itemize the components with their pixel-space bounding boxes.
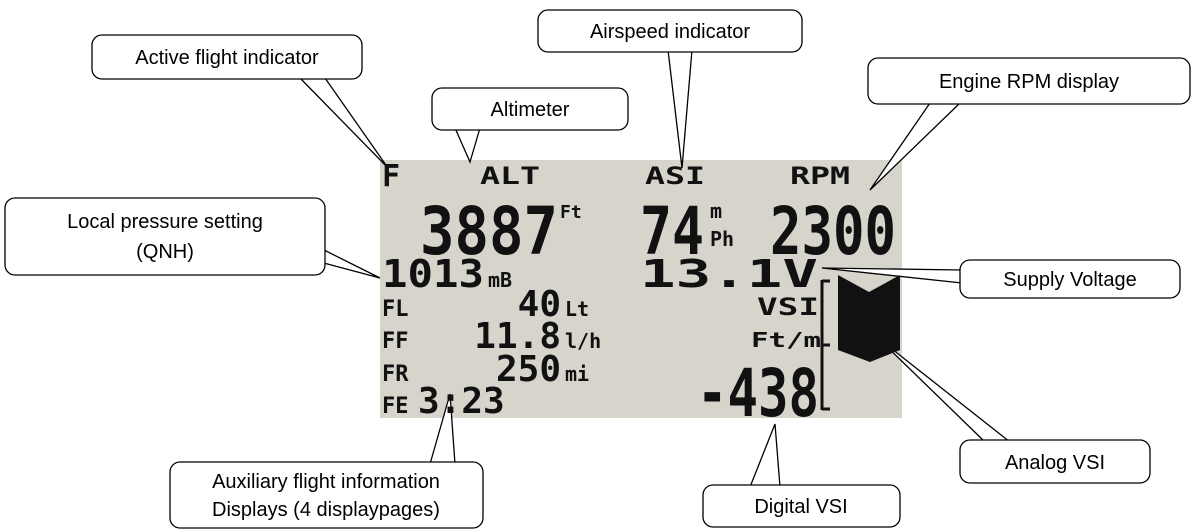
tail <box>455 128 480 162</box>
flight-indicator: F <box>382 159 400 194</box>
digital-vsi: -438 <box>697 355 819 432</box>
vsi-label: VSI <box>757 293 819 321</box>
qnh: 1013 <box>382 252 484 296</box>
aux-label: FE <box>382 394 409 419</box>
callout-label: Engine RPM display <box>939 71 1119 93</box>
callout-label: Auxiliary flight information <box>212 471 440 493</box>
callout-label: Supply Voltage <box>1003 269 1136 291</box>
asi-label: ASI <box>645 162 705 190</box>
page: Active flight indicator Altimeter Airspe… <box>0 0 1202 529</box>
aux-value: 3:23 <box>418 381 505 422</box>
aux-label: FR <box>382 362 409 387</box>
callout-label: Analog VSI <box>1005 452 1105 474</box>
asi-unit: Ph <box>710 227 734 251</box>
tail <box>750 424 780 487</box>
voltage: 13.1V <box>640 252 818 296</box>
callout-label: Altimeter <box>491 99 570 121</box>
callout-label: Digital VSI <box>754 496 847 518</box>
aux-unit: mi <box>565 362 589 386</box>
callout-box <box>5 198 325 275</box>
alt-label: ALT <box>480 162 540 190</box>
callout-label: Displays (4 displaypages) <box>212 499 440 521</box>
tail <box>300 78 388 168</box>
qnh-unit: mB <box>488 268 512 292</box>
vsi-unit: Ft/m <box>751 328 821 352</box>
diagram: Active flight indicator Altimeter Airspe… <box>0 0 1202 529</box>
aux-label: FF <box>382 329 409 354</box>
alt-unit: Ft <box>560 202 582 223</box>
aux-unit: l/h <box>565 329 601 353</box>
aux-value: 250 <box>496 349 561 390</box>
callout-label: Airspeed indicator <box>590 21 750 43</box>
aux-label: FL <box>382 297 409 322</box>
tail <box>668 50 692 168</box>
callout-label: Local pressure setting <box>67 211 263 233</box>
tail <box>320 248 380 278</box>
rpm-label: RPM <box>790 162 850 190</box>
aux-unit: Lt <box>565 297 589 321</box>
tail <box>870 103 960 190</box>
callout-label: Active flight indicator <box>135 47 319 69</box>
asi-unit: m <box>710 199 722 223</box>
callout-label: (QNH) <box>136 241 194 263</box>
